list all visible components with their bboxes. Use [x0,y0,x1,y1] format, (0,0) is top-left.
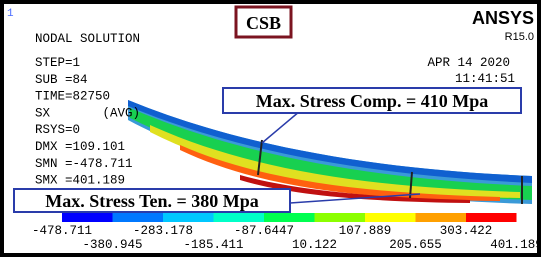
info-line: SMX =401.189 [35,174,125,188]
legend-swatch [214,213,265,222]
info-line: SMN =-478.711 [35,157,133,171]
info-line: SUB =84 [35,73,88,87]
legend-swatch [163,213,214,222]
legend-swatch [264,213,315,222]
info-line: SX (AVG) [35,106,140,120]
legend-label: -87.6447 [234,224,294,238]
version: R15.0 [505,31,534,43]
info-line: DMX =109.101 [35,140,125,154]
legend-swatch [466,213,517,222]
annotation: Max. Stress Comp. = 410 Mpa [256,91,488,111]
legend-label: 303.422 [440,224,493,238]
brand: ANSYS [472,8,534,28]
legend-swatch [62,213,113,222]
time: 11:41:51 [455,72,515,86]
legend-swatch [416,213,467,222]
legend-label: -478.711 [32,224,92,238]
legend-label: -380.945 [82,238,142,252]
plot-number: 1 [7,8,14,20]
annotation: Max. Stress Ten. = 380 Mpa [45,191,258,211]
legend-label: 205.655 [389,238,442,252]
legend-label: -283.178 [133,224,193,238]
info-line: TIME=82750 [35,90,110,104]
tag: CSB [246,13,281,33]
page: {"header": {"plot_number": "1", "title":… [0,0,541,257]
legend-swatch [113,213,164,222]
legend-label: -185.411 [183,238,243,252]
info-line: RSYS=0 [35,123,80,137]
legend-label: 10.122 [292,238,337,252]
date: APR 14 2020 [427,56,510,70]
legend-swatch [315,213,366,222]
plot-title: NODAL SOLUTION [35,32,140,46]
screenshot: 1 NODAL SOLUTION CSB ANSYS R15.0 APR 14 … [0,0,541,257]
legend-swatch [365,213,416,222]
info-line: STEP=1 [35,56,80,70]
legend-label: 401.189 [490,238,541,252]
legend-label: 107.889 [339,224,392,238]
